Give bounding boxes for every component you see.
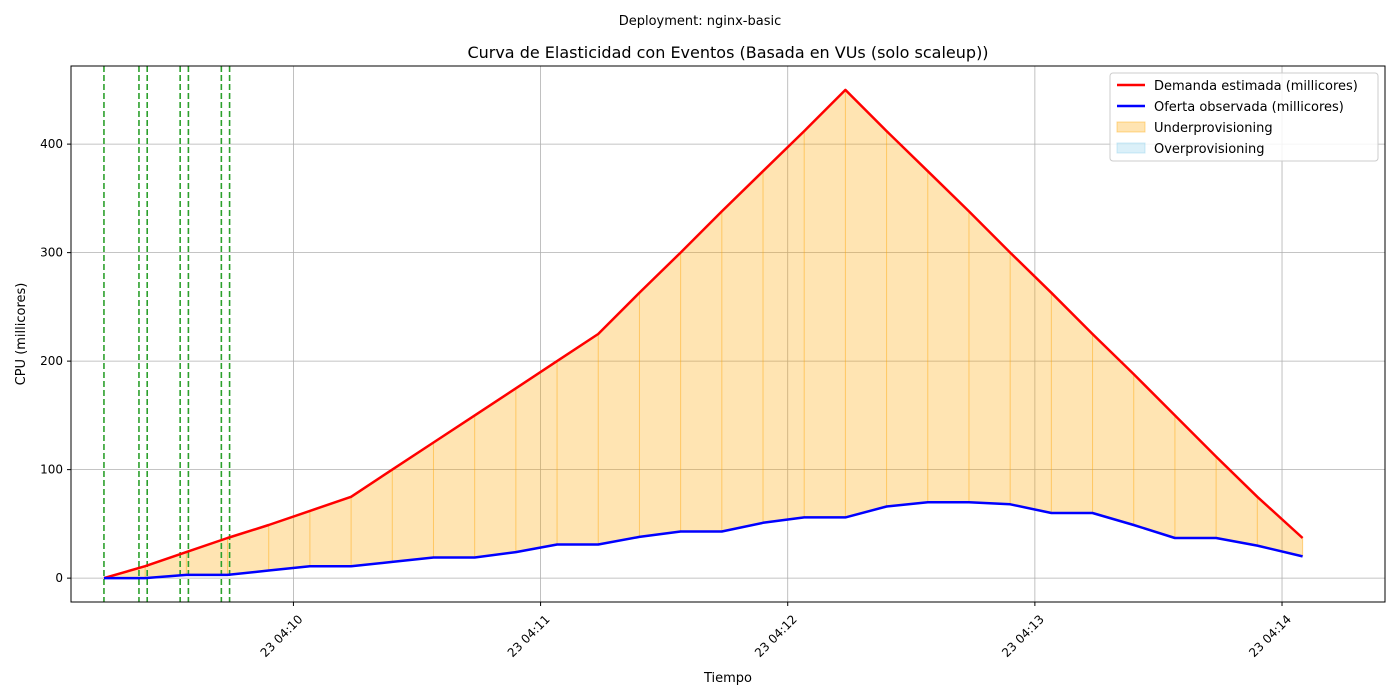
y-tick-label: 400 [40, 137, 63, 151]
grid-lines [71, 66, 1385, 602]
x-tick-label: 23 04:10 [258, 612, 306, 660]
x-axis-label: Tiempo [703, 671, 752, 686]
y-tick-label: 300 [40, 246, 63, 260]
legend-swatch-overprovisioning [1116, 142, 1146, 154]
y-tick-label: 200 [40, 354, 63, 368]
x-tick-label: 23 04:12 [752, 612, 800, 660]
underprovisioning-area [104, 89, 1304, 579]
legend-label-supply: Oferta observada (millicores) [1154, 100, 1344, 115]
plot-frame [70, 65, 1386, 603]
y-tick-label: 0 [55, 571, 63, 585]
x-tick-label: 23 04:11 [505, 612, 553, 660]
series-lines [103, 88, 1304, 580]
legend-label-demand: Demanda estimada (millicores) [1154, 79, 1358, 94]
y-axis-label: CPU (millicores) [14, 283, 29, 386]
demand-line [103, 88, 1304, 580]
legend: Demanda estimada (millicores) Oferta obs… [1109, 72, 1379, 162]
legend-label-overprovisioning: Overprovisioning [1154, 142, 1265, 157]
chart-suptitle: Deployment: nginx-basic [619, 14, 782, 29]
underprovisioning-fill [104, 89, 1303, 579]
x-tick-label: 23 04:14 [1246, 612, 1294, 660]
scale-events [103, 66, 231, 602]
legend-swatch-underprovisioning [1116, 121, 1146, 133]
y-tick-label: 100 [40, 463, 63, 477]
chart-title: Curva de Elasticidad con Eventos (Basada… [467, 43, 988, 62]
supply-line [104, 500, 1303, 580]
x-tick-label: 23 04:13 [999, 612, 1047, 660]
legend-box [1109, 72, 1379, 162]
legend-label-underprovisioning: Underprovisioning [1154, 121, 1273, 136]
